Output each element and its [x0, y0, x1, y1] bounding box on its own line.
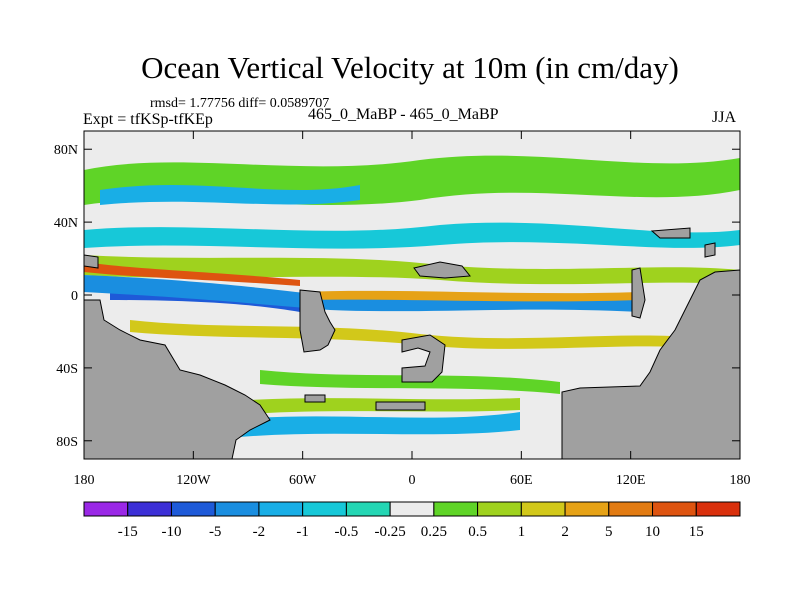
band-cyan-equator	[84, 275, 640, 312]
colorbar-swatch	[127, 501, 172, 517]
lat-tick-label: 80N	[54, 143, 78, 158]
colorbar-label: -2	[253, 524, 266, 540]
field-layer	[84, 155, 740, 459]
land-east-continent	[561, 269, 740, 459]
colorbar-swatch	[214, 501, 260, 517]
colorbar-swatch	[302, 501, 347, 517]
band-yellow-south	[130, 320, 700, 349]
axis-ticks: 80N 40N 0 40S 80S 180 120W 60W 0 60E 120E 180	[54, 131, 751, 488]
colorbar-swatch	[258, 501, 304, 517]
colorbar-label: -5	[209, 524, 222, 540]
colorbar-label: -0.5	[335, 524, 359, 540]
lon-tick-label: 0	[409, 473, 416, 488]
colorbar-swatch	[564, 501, 610, 517]
stats-label: rmsd= 1.77756 diff= 0.0589707	[150, 96, 330, 111]
colorbar-swatch	[652, 501, 697, 517]
colorbar-label: 5	[605, 524, 613, 540]
colorbar-swatch	[83, 501, 129, 517]
band-orange-equator	[300, 290, 640, 302]
band-green-tropic	[84, 255, 740, 285]
land-small-islet	[704, 242, 716, 258]
colorbar-label: -0.25	[375, 524, 406, 540]
season-label: JJA	[712, 109, 737, 126]
band-red-equator	[84, 262, 300, 286]
colorbar-swatch	[477, 501, 522, 517]
lon-tick-label: 60E	[510, 473, 533, 488]
colorbar-label: 0.5	[468, 524, 487, 540]
lat-tick-label: 80S	[56, 435, 78, 450]
land-west-continent	[84, 299, 271, 459]
land-north-island	[413, 261, 471, 279]
center-label: 465_0_MaBP - 465_0_MaBP	[308, 106, 499, 123]
colorbar-label: -1	[296, 524, 309, 540]
land-island-ring	[401, 334, 446, 383]
colorbar-label: 0.25	[421, 524, 447, 540]
band-cyan-north	[100, 185, 360, 205]
lon-tick-label: 60W	[289, 473, 317, 488]
band-teal-midlat	[84, 222, 740, 249]
colorbar-label: 15	[689, 524, 704, 540]
land-west-coast	[84, 254, 99, 269]
colorbar-label: 10	[645, 524, 660, 540]
land-central-peninsula	[299, 289, 336, 353]
colorbar-swatch	[608, 501, 654, 517]
colorbar-swatch	[389, 501, 435, 517]
colorbar-swatch	[520, 501, 566, 517]
band-cyan-south	[230, 412, 520, 438]
land-layer	[84, 227, 740, 459]
land-east-island	[650, 227, 691, 239]
land-southern-islet	[304, 394, 326, 403]
colorbar-label: 1	[518, 524, 526, 540]
map-title: Ocean Vertical Velocity at 10m (in cm/da…	[141, 50, 679, 85]
colorbar-swatch	[695, 501, 741, 517]
lon-tick-label: 120E	[616, 473, 646, 488]
lon-tick-label: 180	[74, 473, 95, 488]
colorbar-swatch	[170, 501, 216, 517]
colorbar-swatch	[345, 501, 391, 517]
lat-tick-label: 40S	[56, 362, 78, 377]
land-east-peninsula	[631, 267, 646, 319]
lat-tick-label: 0	[71, 289, 78, 304]
land-southern-strip	[375, 401, 426, 411]
colorbar-swatch	[433, 501, 479, 517]
colorbar-label: 2	[561, 524, 569, 540]
colorbar-label: -10	[161, 524, 181, 540]
lat-tick-label: 40N	[54, 216, 78, 231]
experiment-label: Expt = tfKSp-tfKEp	[83, 111, 213, 128]
lon-tick-label: 180	[730, 473, 751, 488]
lon-tick-label: 120W	[176, 473, 211, 488]
colorbar-label: -15	[118, 524, 138, 540]
